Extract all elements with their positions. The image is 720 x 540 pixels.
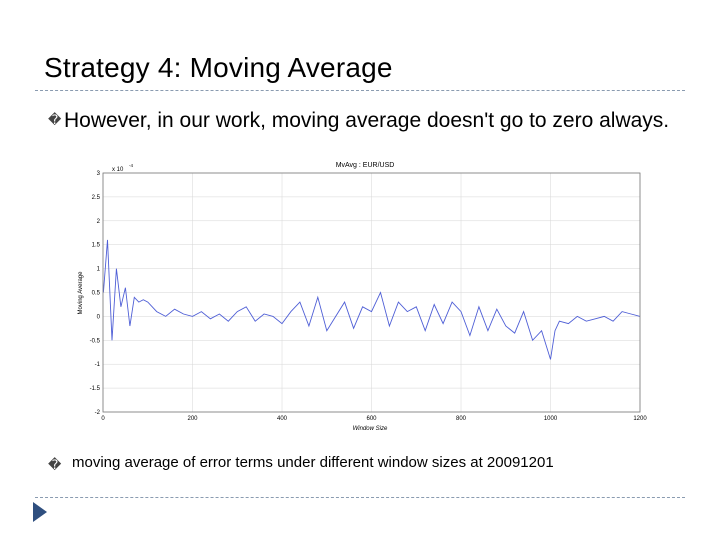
plot-frame [102, 172, 641, 413]
y-tick-label: -0.5 [90, 338, 101, 344]
y-tick-label: 3 [97, 171, 101, 177]
x-tick-label: 400 [277, 416, 288, 422]
x-tick-label: 1200 [633, 416, 647, 422]
y-tick-label: 0.5 [92, 291, 101, 297]
y-multiplier: x 10 [112, 167, 124, 173]
y-tick-label: -1.5 [90, 386, 101, 392]
bullet-icon: � [48, 112, 62, 127]
y-tick-label: 2 [97, 219, 101, 225]
x-tick-label: 1000 [544, 416, 558, 422]
y-tick-label: 1 [97, 267, 101, 273]
footer-divider [35, 497, 685, 498]
next-slide-arrow-icon[interactable] [33, 502, 47, 522]
y-tick-label: -1 [95, 362, 101, 368]
bullet-icon: � [48, 457, 62, 472]
x-tick-label: 200 [187, 416, 198, 422]
y-exponent: -4 [129, 163, 133, 168]
x-tick-label: 600 [366, 416, 377, 422]
x-tick-label: 800 [456, 416, 467, 422]
x-axis-label: Window Size [353, 426, 388, 432]
x-tick-label: 0 [101, 416, 105, 422]
y-tick-label: -2 [95, 410, 101, 416]
y-tick-label: 0 [97, 314, 101, 320]
bullet-text-1: However, in our work, moving average doe… [64, 109, 670, 132]
slide-title: Strategy 4: Moving Average [44, 52, 393, 83]
moving-average-chart: MvAvg : EUR/USD x 10 -4 Moving Average W… [78, 162, 647, 432]
y-axis-label: Moving Average [78, 271, 84, 315]
chart-title: MvAvg : EUR/USD [336, 162, 395, 169]
bullet-text-2: moving average of error terms under diff… [72, 454, 554, 471]
y-tick-label: 1.5 [92, 243, 101, 249]
y-tick-label: 2.5 [92, 195, 101, 201]
series-line [102, 239, 641, 360]
title-divider [35, 90, 685, 91]
